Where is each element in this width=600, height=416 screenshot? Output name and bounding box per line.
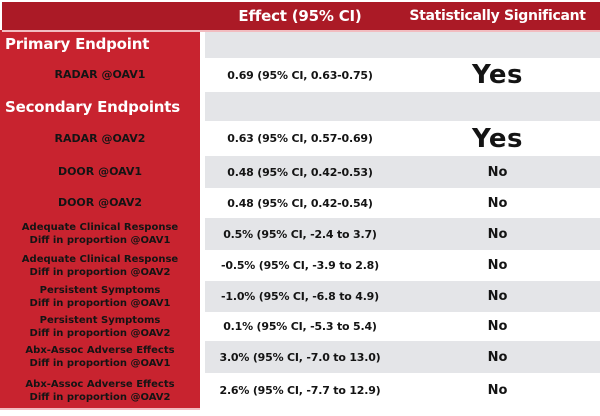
row-label: Persistent Symptoms Diff in proportion @… [0, 312, 200, 341]
effect-value: 2.6% (95% CI, -7.7 to 12.9) [219, 384, 381, 397]
column-gap [200, 341, 205, 373]
row-label-line1: Abx-Assoc Adverse Effects [25, 378, 175, 390]
row-label-line1: Adequate Clinical Response [21, 222, 179, 233]
significance-value: No [487, 164, 508, 180]
row-label-line1: Adequate Clinical Response [21, 253, 179, 265]
data-band: 0.63 (95% CI, 0.57-0.69) Yes [205, 121, 600, 156]
data-band: 0.48 (95% CI, 0.42-0.54) No [205, 188, 600, 218]
table-row-abx-oav1: Abx-Assoc Adverse Effects Diff in propor… [0, 341, 600, 373]
significance-value: Yes [471, 60, 524, 90]
table-row-ps-oav2: Persistent Symptoms Diff in proportion @… [0, 312, 600, 341]
column-gap [200, 58, 205, 92]
row-label: Adequate Clinical Response Diff in propo… [0, 218, 200, 250]
column-gap [200, 312, 205, 341]
significance-value: Yes [471, 123, 524, 154]
column-header-significant: Statistically Significant [409, 8, 586, 24]
effect-value: 3.0% (95% CI, -7.0 to 13.0) [219, 350, 381, 364]
column-gap [200, 373, 205, 408]
significance-value: No [487, 349, 508, 365]
table-row-acr-oav2: Adequate Clinical Response Diff in propo… [0, 250, 600, 281]
effect-value: 0.1% (95% CI, -5.3 to 5.4) [223, 320, 377, 333]
row-label-line2: Diff in proportion @OAV2 [29, 327, 171, 339]
row-label-line1: Persistent Symptoms [39, 314, 161, 326]
column-gap [200, 30, 205, 58]
row-label-line2: Diff in proportion @OAV1 [29, 358, 171, 369]
significance-value: No [487, 289, 508, 304]
table-row-radar-oav2: RADAR @OAV2 0.63 (95% CI, 0.57-0.69) Yes [0, 121, 600, 156]
table-row-ps-oav1: Persistent Symptoms Diff in proportion @… [0, 281, 600, 312]
row-label: RADAR @OAV2 [0, 121, 200, 156]
row-label-line1: DOOR @OAV1 [57, 165, 143, 179]
table-row-door-oav2: DOOR @OAV2 0.48 (95% CI, 0.42-0.54) No [0, 188, 600, 218]
data-band: 0.1% (95% CI, -5.3 to 5.4) No [205, 312, 600, 341]
significance-value: No [487, 195, 508, 211]
effect-value: 0.5% (95% CI, -2.4 to 3.7) [223, 227, 377, 241]
table-header: Effect (95% CI) Statistically Significan… [2, 2, 600, 30]
row-label-line2: Diff in proportion @OAV1 [29, 297, 171, 309]
section-title: Secondary Endpoints [5, 97, 180, 116]
column-gap [200, 156, 205, 188]
row-label-line1: Abx-Assoc Adverse Effects [25, 345, 175, 356]
significance-value: No [487, 383, 508, 398]
row-label: RADAR @OAV1 [0, 58, 200, 92]
effect-value: 0.63 (95% CI, 0.57-0.69) [227, 132, 373, 145]
row-label: DOOR @OAV2 [0, 188, 200, 218]
section-row-primary-endpoint: Primary Endpoint [0, 30, 600, 58]
section-label: Primary Endpoint [0, 30, 200, 58]
row-label-line2: Diff in proportion @OAV2 [29, 266, 171, 278]
row-label-line2: Diff in proportion @OAV2 [29, 391, 171, 403]
column-gap [200, 218, 205, 250]
significance-value: No [487, 226, 508, 242]
row-label: Persistent Symptoms Diff in proportion @… [0, 281, 200, 312]
data-band: -0.5% (95% CI, -3.9 to 2.8) No [205, 250, 600, 281]
significance-value: No [487, 258, 508, 273]
row-label-line2: Diff in proportion @OAV1 [29, 235, 171, 246]
column-gap [200, 281, 205, 312]
empty-band [205, 92, 600, 121]
column-gap [200, 121, 205, 156]
section-row-secondary-endpoints: Secondary Endpoints [0, 92, 600, 121]
effect-value: -0.5% (95% CI, -3.9 to 2.8) [221, 259, 379, 272]
header-corner-spacer [2, 2, 205, 30]
effect-value: -1.0% (95% CI, -6.8 to 4.9) [221, 290, 379, 303]
row-label-line1: DOOR @OAV2 [57, 196, 143, 210]
data-band: 2.6% (95% CI, -7.7 to 12.9) No [205, 373, 600, 408]
table-body: Primary Endpoint RADAR @OAV1 0.69 (95% C… [0, 30, 600, 408]
data-band: -1.0% (95% CI, -6.8 to 4.9) No [205, 281, 600, 312]
data-band: 3.0% (95% CI, -7.0 to 13.0) No [205, 341, 600, 373]
section-title: Primary Endpoint [5, 35, 150, 53]
data-band: 0.69 (95% CI, 0.63-0.75) Yes [205, 58, 600, 92]
table-row-acr-oav1: Adequate Clinical Response Diff in propo… [0, 218, 600, 250]
effect-value: 0.48 (95% CI, 0.42-0.54) [227, 196, 373, 210]
row-label: Abx-Assoc Adverse Effects Diff in propor… [0, 373, 200, 408]
data-band: 0.48 (95% CI, 0.42-0.53) No [205, 156, 600, 188]
table-row-abx-oav2: Abx-Assoc Adverse Effects Diff in propor… [0, 373, 600, 408]
data-band: 0.5% (95% CI, -2.4 to 3.7) No [205, 218, 600, 250]
empty-band [205, 30, 600, 58]
row-label: DOOR @OAV1 [0, 156, 200, 188]
effect-value: 0.48 (95% CI, 0.42-0.53) [227, 165, 373, 179]
section-label: Secondary Endpoints [0, 92, 200, 121]
column-gap [200, 188, 205, 218]
effect-value: 0.69 (95% CI, 0.63-0.75) [227, 68, 373, 82]
row-label-line1: RADAR @OAV2 [54, 131, 146, 145]
column-gap [200, 250, 205, 281]
significance-value: No [487, 319, 508, 334]
row-label: Adequate Clinical Response Diff in propo… [0, 250, 200, 281]
table-row-door-oav1: DOOR @OAV1 0.48 (95% CI, 0.42-0.53) No [0, 156, 600, 188]
row-label-line1: RADAR @OAV1 [54, 68, 146, 82]
row-label: Abx-Assoc Adverse Effects Diff in propor… [0, 341, 200, 373]
column-header-effect: Effect (95% CI) [238, 7, 362, 25]
table-row-radar-oav1: RADAR @OAV1 0.69 (95% CI, 0.63-0.75) Yes [0, 58, 600, 92]
row-label-line1: Persistent Symptoms [39, 284, 161, 296]
column-gap [200, 92, 205, 121]
